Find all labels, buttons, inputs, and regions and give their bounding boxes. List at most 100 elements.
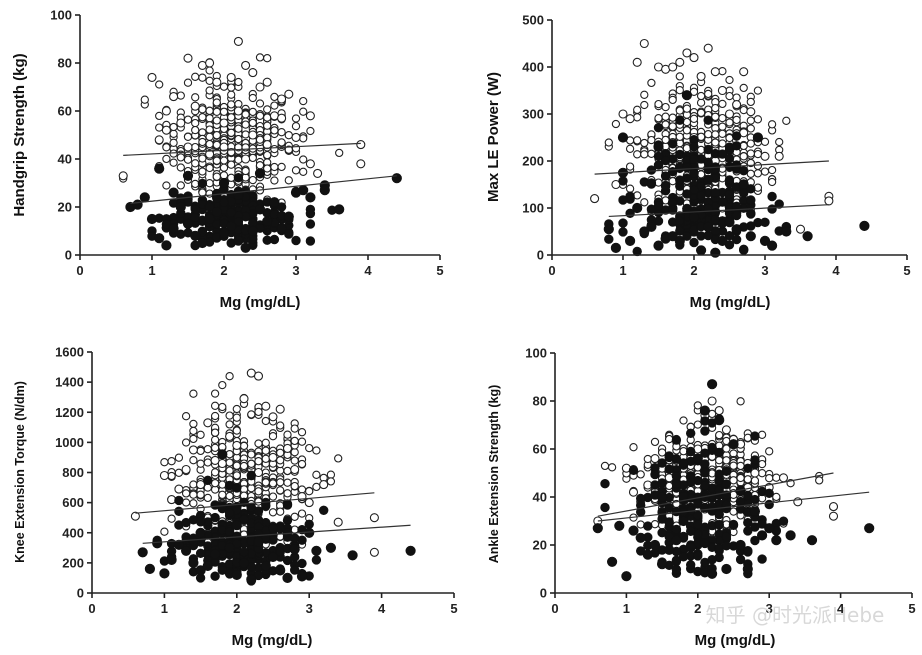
data-point bbox=[255, 53, 265, 62]
data-point bbox=[290, 448, 299, 457]
y-tick-label: 600 bbox=[62, 495, 84, 510]
data-point bbox=[232, 461, 241, 470]
data-point bbox=[750, 431, 760, 441]
x-tick-label: 3 bbox=[761, 263, 768, 278]
data-point bbox=[290, 464, 300, 475]
data-point bbox=[161, 125, 171, 135]
y-tick-label: 1000 bbox=[55, 435, 84, 450]
data-point bbox=[263, 113, 272, 122]
data-point bbox=[152, 538, 163, 549]
data-point bbox=[182, 170, 194, 181]
data-point bbox=[675, 86, 684, 95]
data-point bbox=[703, 115, 713, 125]
data-point bbox=[772, 492, 781, 502]
data-point bbox=[635, 532, 646, 543]
data-point bbox=[693, 519, 703, 530]
data-point bbox=[183, 53, 193, 63]
data-point bbox=[305, 219, 316, 229]
data-point bbox=[671, 535, 682, 546]
data-point bbox=[675, 72, 684, 81]
data-point bbox=[168, 223, 179, 234]
data-point bbox=[238, 557, 250, 569]
data-point bbox=[710, 247, 721, 258]
data-point bbox=[693, 401, 702, 410]
data-point bbox=[746, 107, 756, 117]
data-point bbox=[212, 131, 221, 140]
data-point bbox=[169, 129, 178, 138]
data-point bbox=[633, 136, 642, 145]
data-point bbox=[290, 481, 299, 491]
data-point bbox=[218, 480, 227, 489]
data-point bbox=[277, 94, 287, 104]
data-point bbox=[305, 111, 315, 121]
data-point bbox=[313, 168, 323, 178]
data-point bbox=[253, 536, 264, 547]
data-point bbox=[739, 105, 748, 115]
y-tick-label: 800 bbox=[62, 465, 84, 480]
data-point bbox=[154, 163, 165, 174]
data-point bbox=[175, 201, 186, 213]
data-point bbox=[675, 132, 684, 141]
data-point bbox=[675, 115, 685, 125]
data-point bbox=[661, 112, 670, 121]
y-tick-label: 1200 bbox=[55, 405, 84, 420]
x-tick-label: 5 bbox=[436, 263, 443, 278]
data-point bbox=[682, 144, 692, 153]
data-point bbox=[682, 104, 692, 113]
data-point bbox=[161, 219, 172, 230]
data-point bbox=[227, 90, 236, 99]
data-point bbox=[696, 191, 706, 201]
data-point bbox=[405, 545, 416, 556]
data-point bbox=[239, 547, 249, 557]
data-point bbox=[232, 483, 242, 493]
y-tick-label: 400 bbox=[522, 60, 544, 75]
data-point bbox=[685, 446, 696, 457]
data-point bbox=[700, 480, 710, 491]
data-point bbox=[176, 153, 185, 162]
data-point bbox=[824, 196, 834, 206]
data-point bbox=[674, 235, 685, 246]
x-tick-label: 5 bbox=[903, 263, 910, 278]
data-point bbox=[335, 148, 344, 158]
data-point bbox=[731, 201, 742, 212]
x-tick-label: 0 bbox=[551, 601, 558, 616]
data-point bbox=[312, 446, 321, 455]
data-point bbox=[162, 143, 171, 152]
y-tick-label: 40 bbox=[58, 152, 72, 167]
data-point bbox=[276, 486, 285, 495]
data-point bbox=[675, 216, 685, 226]
data-point bbox=[284, 176, 293, 185]
data-point bbox=[263, 105, 272, 114]
data-point bbox=[160, 527, 169, 536]
data-point bbox=[347, 550, 358, 561]
data-point bbox=[647, 78, 656, 88]
data-point bbox=[333, 517, 343, 527]
data-point bbox=[743, 475, 752, 484]
data-point bbox=[774, 199, 784, 209]
data-point bbox=[168, 187, 179, 198]
y-tick-label: 100 bbox=[525, 346, 547, 361]
data-point bbox=[234, 77, 243, 87]
data-point bbox=[692, 453, 703, 464]
data-point bbox=[174, 484, 184, 494]
data-point bbox=[248, 153, 257, 163]
data-point bbox=[263, 54, 272, 63]
data-point bbox=[657, 527, 667, 538]
data-point bbox=[183, 142, 193, 152]
data-point bbox=[205, 76, 214, 85]
data-point bbox=[248, 107, 257, 117]
x-tick-label: 3 bbox=[292, 263, 299, 278]
data-point bbox=[704, 89, 713, 99]
data-point bbox=[305, 236, 316, 246]
data-point bbox=[291, 166, 301, 175]
data-point bbox=[750, 494, 760, 505]
data-point bbox=[276, 478, 285, 487]
data-point bbox=[682, 189, 692, 199]
data-point bbox=[241, 154, 251, 164]
data-point bbox=[210, 468, 220, 477]
x-tick-label: 1 bbox=[619, 263, 626, 278]
data-point bbox=[802, 231, 813, 242]
data-point bbox=[391, 173, 402, 184]
data-point bbox=[270, 144, 279, 154]
data-point bbox=[182, 218, 194, 229]
